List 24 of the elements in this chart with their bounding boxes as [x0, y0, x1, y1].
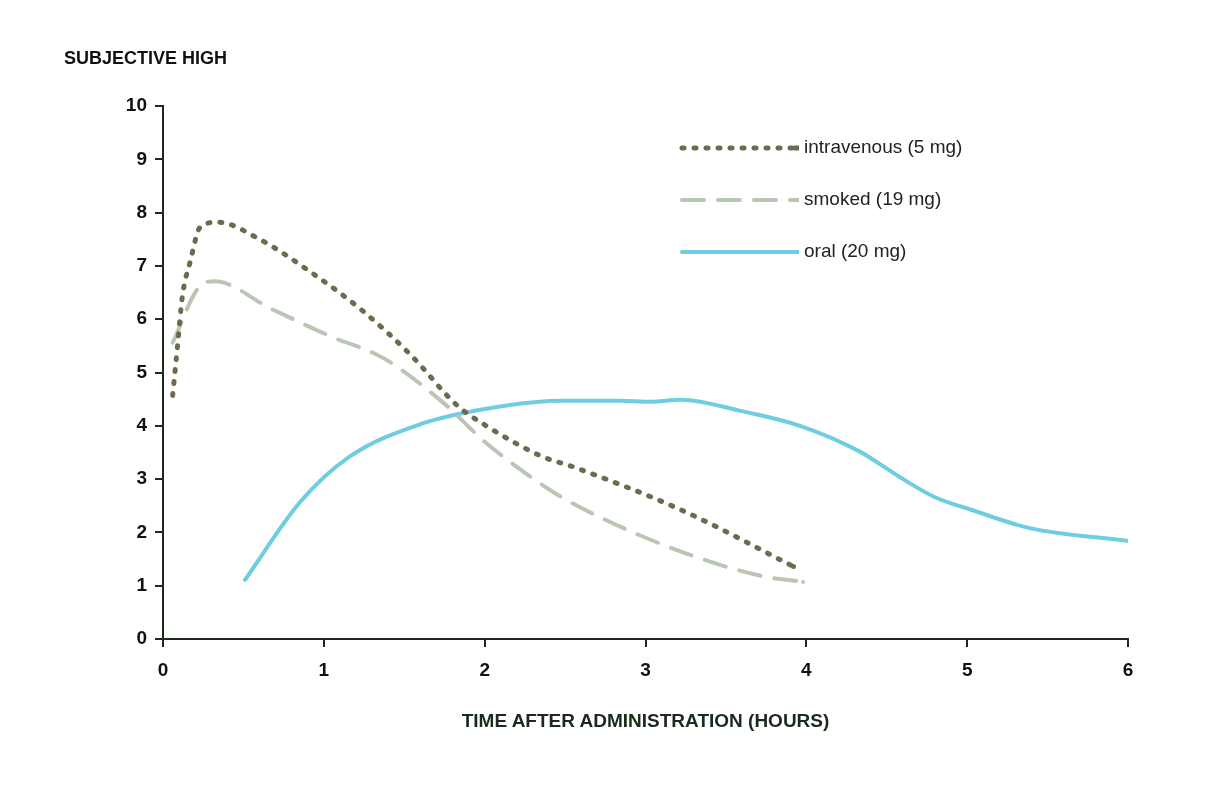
y-tick-label: 3	[136, 467, 147, 489]
x-tick-label: 3	[640, 658, 651, 680]
y-tick-label: 7	[136, 254, 147, 276]
y-tick-label: 10	[125, 94, 147, 116]
legend-label: intravenous (5 mg)	[804, 136, 963, 158]
x-axis-title: TIME AFTER ADMINISTRATION (HOURS)	[460, 710, 831, 732]
x-tick-label: 2	[479, 658, 490, 680]
legend-label: oral (20 mg)	[804, 240, 907, 262]
y-tick-label: 8	[136, 200, 147, 222]
y-tick-label: 1	[136, 573, 148, 595]
y-tick-label: 6	[136, 307, 147, 329]
y-tick-label: 2	[136, 520, 147, 542]
y-tick-label: 0	[136, 627, 147, 649]
x-tick-label: 6	[1122, 658, 1134, 680]
x-tick-label: 4	[801, 658, 813, 680]
x-tick-label: 0	[157, 658, 169, 680]
y-tick-label: 9	[136, 147, 147, 169]
y-tick-label: 4	[136, 414, 148, 436]
y-axis-title: SUBJECTIVE HIGH	[64, 48, 228, 69]
legend-label: smoked (19 mg)	[804, 188, 942, 210]
line-series	[243, 397, 1128, 582]
x-tick-label: 1	[318, 658, 330, 680]
y-tick-label: 5	[136, 360, 148, 382]
x-tick-label: 5	[961, 658, 973, 680]
